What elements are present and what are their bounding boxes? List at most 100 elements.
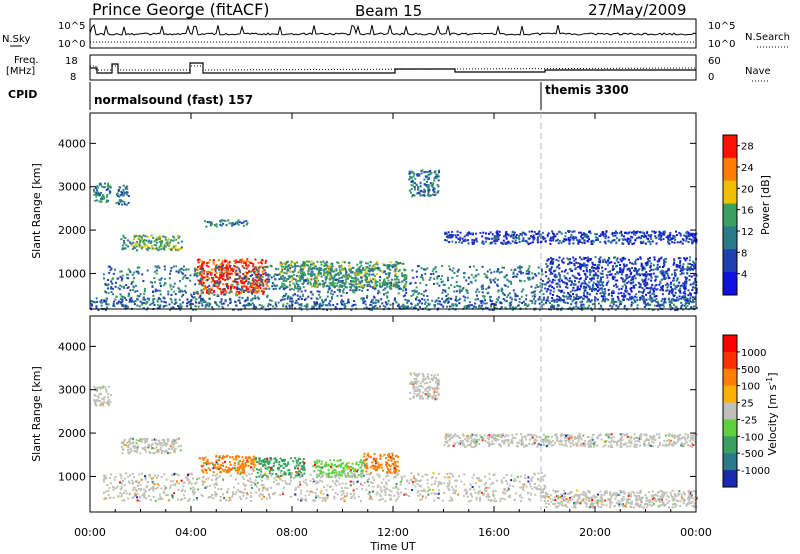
echo-cell: [469, 280, 472, 283]
echo-cell: [120, 194, 123, 197]
echo-cell: [177, 305, 179, 308]
echo-cell: [578, 240, 581, 243]
echo-cell: [107, 182, 110, 185]
echo-cell: [160, 242, 163, 245]
echo-cell: [664, 260, 667, 263]
echo-cell: [634, 267, 636, 270]
echo-cell: [160, 300, 163, 303]
echo-cell: [481, 235, 484, 238]
echo-cell: [236, 266, 239, 269]
echo-cell: [146, 269, 149, 272]
echo-cell: [642, 240, 645, 243]
echo-cell: [667, 284, 670, 287]
echo-cell: [453, 290, 456, 293]
echo-cell: [394, 281, 397, 284]
echo-cell: [151, 247, 154, 250]
echo-cell: [230, 283, 233, 286]
echo-cell: [633, 295, 636, 298]
echo-cell: [596, 286, 599, 289]
echo-cell: [674, 291, 677, 294]
echo-cell: [506, 278, 509, 281]
echo-cell: [159, 446, 162, 449]
echo-cell: [586, 300, 589, 303]
echo-cell: [159, 442, 162, 445]
echo-cell: [693, 292, 696, 294]
echo-cell: [292, 294, 295, 297]
echo-cell: [323, 269, 326, 272]
echo-cell: [686, 257, 688, 260]
echo-cell: [483, 295, 486, 298]
echo-cell: [262, 291, 265, 293]
echo-cell: [616, 306, 619, 309]
echo-cell: [574, 289, 577, 292]
echo-cell: [266, 266, 269, 269]
echo-cell: [129, 450, 132, 453]
echo-cell: [374, 302, 377, 304]
echo-cell: [150, 447, 153, 450]
echo-cell: [424, 273, 427, 275]
echo-cell: [478, 305, 480, 308]
echo-cell: [610, 241, 613, 244]
echo-cell: [601, 273, 604, 275]
echo-cell: [198, 265, 201, 267]
echo-cell: [136, 290, 139, 292]
echo-cell: [414, 177, 417, 180]
echo-cell: [427, 173, 430, 176]
echo-cell: [377, 292, 379, 295]
echo-cell: [378, 267, 381, 270]
echo-cell: [217, 276, 220, 279]
echo-cell: [156, 299, 159, 302]
echo-cell: [360, 285, 363, 288]
echo-cell: [628, 293, 631, 296]
echo-cell: [669, 283, 672, 286]
echo-cell: [241, 277, 244, 280]
echo-cell: [155, 439, 158, 441]
echo-cell: [542, 236, 545, 239]
echo-cell: [446, 297, 449, 300]
echo-cell: [144, 446, 147, 449]
echo-cell: [241, 287, 243, 290]
echo-cell: [444, 239, 447, 242]
echo-cell: [663, 301, 666, 304]
echo-cell: [653, 287, 656, 290]
echo-cell: [653, 304, 656, 307]
echo-cell: [253, 280, 256, 283]
echo-cell: [127, 245, 130, 248]
echo-cell: [340, 266, 343, 268]
echo-cell: [558, 290, 561, 292]
echo-cell: [316, 279, 319, 282]
echo-cell: [235, 269, 238, 272]
echo-cell: [302, 276, 304, 279]
echo-cell: [658, 258, 661, 261]
echo-cell: [632, 281, 635, 284]
echo-cell: [434, 300, 437, 303]
echo-cell: [208, 258, 211, 261]
echo-cell: [666, 237, 669, 240]
echo-cell: [567, 230, 570, 233]
echo-cell: [108, 271, 111, 274]
echo-cell: [164, 282, 167, 285]
echo-cell: [685, 232, 688, 234]
echo-cell: [629, 261, 631, 264]
echo-cell: [451, 276, 454, 279]
echo-cell: [652, 268, 655, 271]
echo-cell: [144, 448, 147, 451]
echo-cell: [640, 235, 643, 237]
echo-cell: [156, 289, 159, 292]
echo-cell: [331, 277, 334, 280]
echo-cell: [540, 301, 543, 303]
echo-cell: [107, 396, 110, 399]
echo-cell: [200, 465, 203, 468]
echo-cell: [518, 270, 521, 273]
echo-cell: [101, 198, 104, 200]
echo-cell: [654, 231, 656, 234]
echo-cell: [476, 294, 478, 297]
echo-cell: [437, 175, 440, 178]
echo-cell: [649, 299, 652, 302]
echo-cell: [465, 306, 468, 309]
echo-cell: [289, 297, 292, 300]
echo-cell: [355, 283, 358, 286]
echo-cell: [289, 264, 292, 267]
echo-cell: [160, 277, 163, 280]
